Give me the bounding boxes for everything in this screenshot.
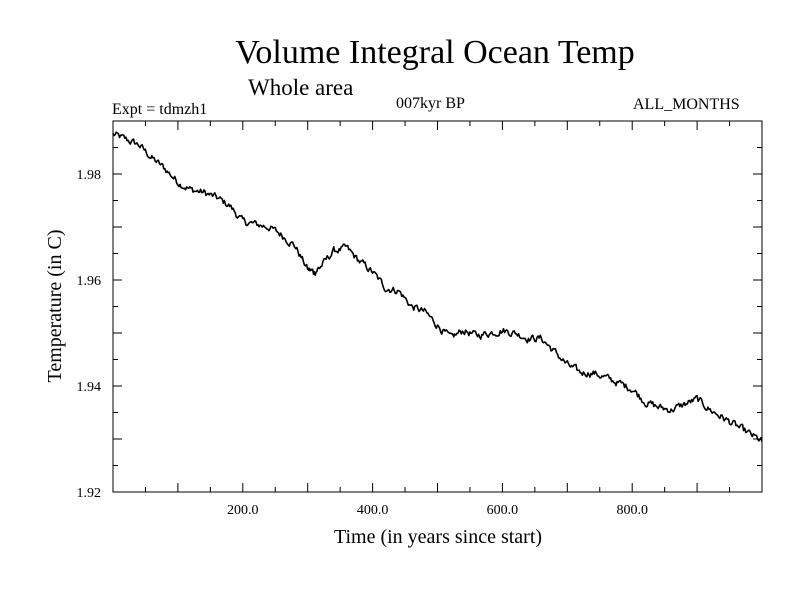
months-label: ALL_MONTHS [633,96,740,113]
period-label: 007kyr BP [396,95,465,112]
y-tick-label: 1.92 [77,486,102,501]
x-tick-labels: 200.0 400.0 600.0 800.0 [227,503,648,518]
x-tick-label: 200.0 [227,503,259,518]
y-axis-label: Temperature (in C) [44,230,66,383]
chart-title: Volume Integral Ocean Temp [235,34,635,71]
y-tick-label: 1.94 [77,380,102,395]
y-tick-label: 1.96 [77,274,102,289]
experiment-label: Expt = tdmzh1 [112,101,208,118]
y-tick-label: 1.98 [77,168,102,183]
plot-frame [112,120,763,493]
x-tick-label: 800.0 [616,503,648,518]
series-line [112,131,763,442]
x-tick-label: 600.0 [487,503,519,518]
x-axis-label: Time (in years since start) [334,526,542,548]
chart-subtitle: Whole area [248,75,354,100]
axis-ticks [113,121,762,492]
y-tick-labels: 1.92 1.94 1.96 1.98 [77,168,102,501]
x-tick-label: 400.0 [357,503,389,518]
